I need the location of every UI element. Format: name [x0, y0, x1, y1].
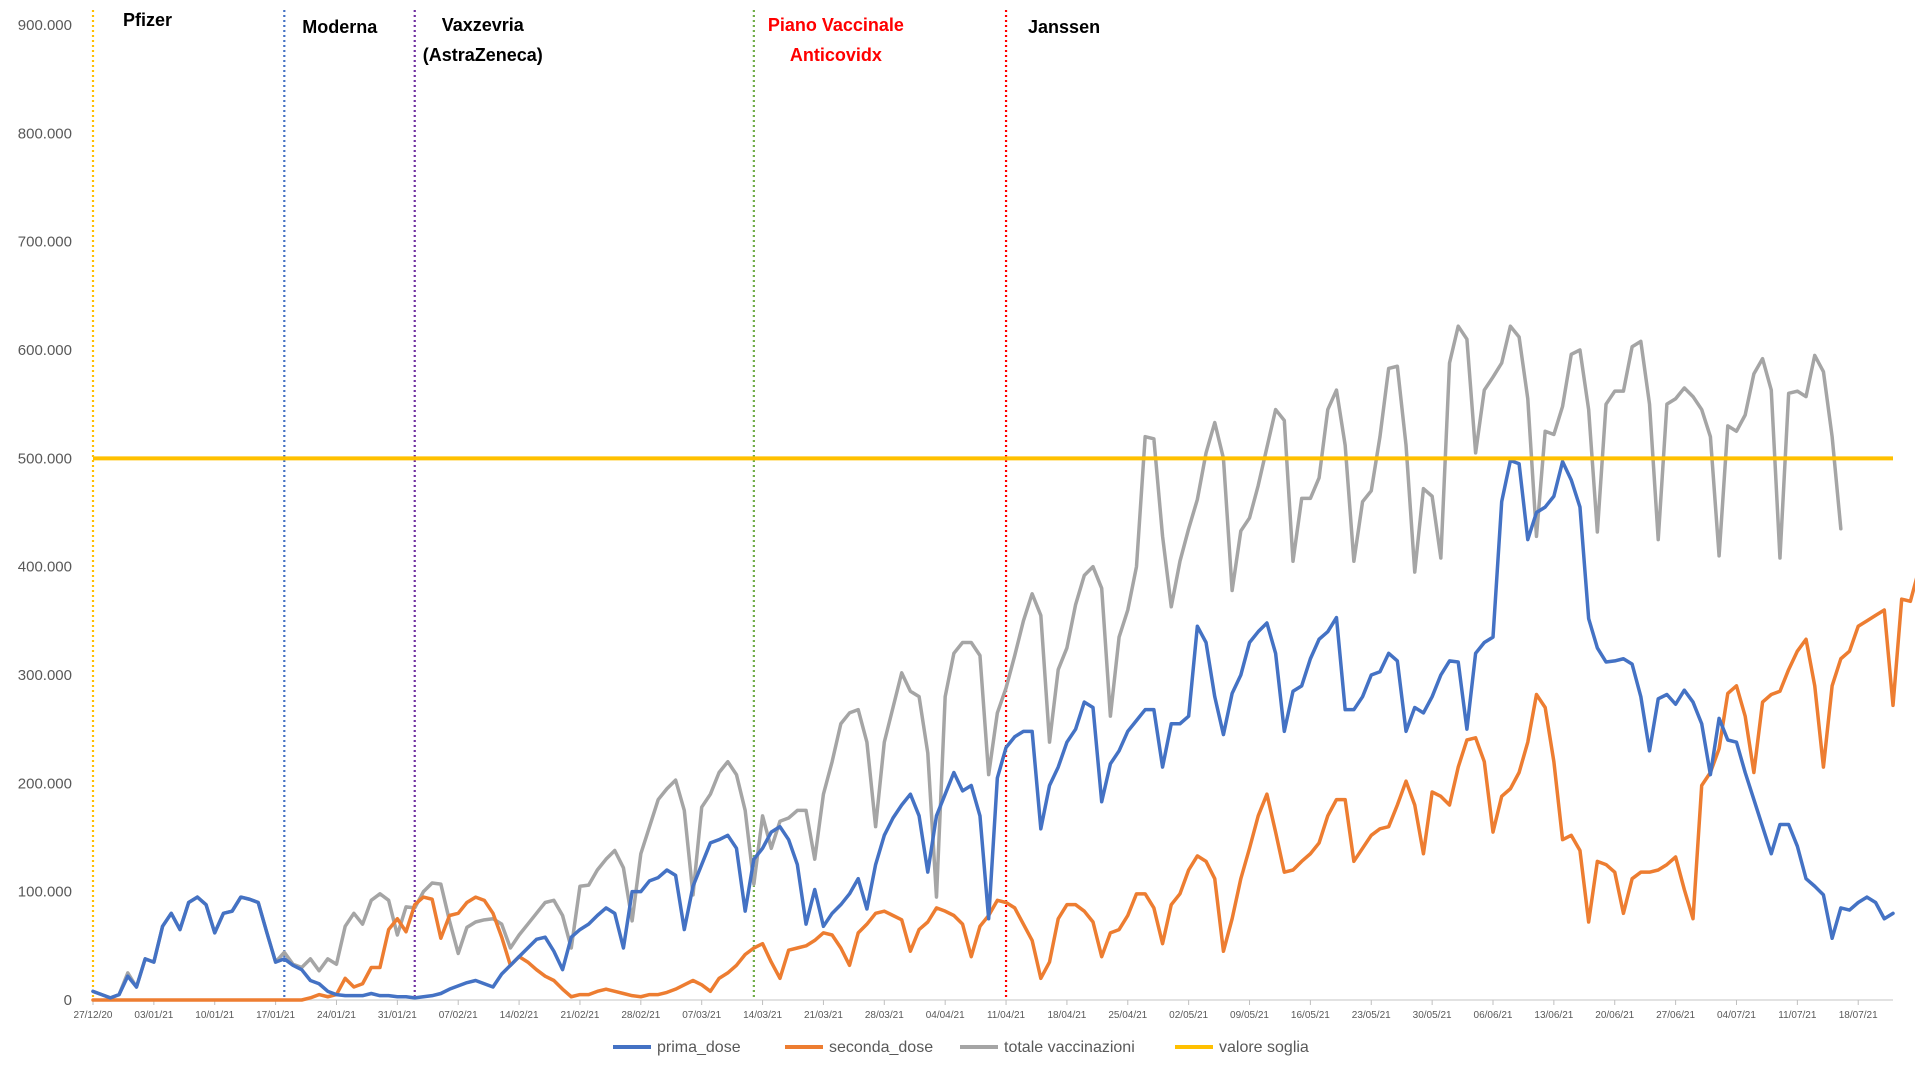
x-axis: 27/12/20 03/01/21 10/01/21 17/01/21 24/01/21…: [74, 1000, 1878, 1021]
x-tick-label: 10/01/21: [195, 1010, 234, 1021]
x-tick-label: 30/05/21: [1413, 1010, 1452, 1021]
x-tick-label: 31/01/21: [378, 1010, 417, 1021]
x-tick-label: 07/02/21: [439, 1010, 478, 1021]
legend-label: seconda_dose: [829, 1039, 933, 1056]
x-tick-label: 18/07/21: [1839, 1010, 1878, 1021]
x-tick-label: 23/05/21: [1352, 1010, 1391, 1021]
y-tick-label: 100.000: [18, 884, 72, 901]
event-label: Pfizer: [123, 10, 172, 30]
legend-label: valore soglia: [1219, 1039, 1309, 1056]
event-label: Moderna: [302, 17, 378, 37]
x-tick-label: 21/02/21: [560, 1010, 599, 1021]
x-tick-label: 04/04/21: [926, 1010, 965, 1021]
x-tick-label: 20/06/21: [1595, 1010, 1634, 1021]
x-tick-label: 07/03/21: [682, 1010, 721, 1021]
event-label: (AstraZeneca): [423, 45, 543, 65]
x-tick-label: 14/03/21: [743, 1010, 782, 1021]
x-tick-label: 09/05/21: [1230, 1010, 1269, 1021]
legend-label: totale vaccinazioni: [1004, 1039, 1135, 1056]
x-tick-label: 14/02/21: [500, 1010, 539, 1021]
y-tick-label: 600.000: [18, 342, 72, 359]
x-tick-label: 13/06/21: [1534, 1010, 1573, 1021]
y-tick-label: 0: [64, 992, 72, 1009]
event-label: Janssen: [1028, 17, 1100, 37]
vertical-markers: Pfizer Moderna Vaxzevria (AstraZeneca) Piano…: [91, 10, 1100, 1000]
x-tick-label: 24/01/21: [317, 1010, 356, 1021]
y-axis: 0 100.000 200.000 300.000 400.000 500.000 600.…: [18, 17, 1893, 1009]
y-tick-label: 400.000: [18, 559, 72, 576]
x-tick-label: 25/04/21: [1108, 1010, 1147, 1021]
series-line-totale-vaccinazioni: [91, 324, 1843, 1000]
x-tick-label: 11/04/21: [987, 1010, 1026, 1021]
x-tick-label: 02/05/21: [1169, 1010, 1208, 1021]
event-label: Vaxzevria: [442, 15, 525, 35]
series-lines: [91, 324, 1915, 1002]
x-tick-label: 27/12/20: [74, 1010, 113, 1021]
y-tick-label: 300.000: [18, 667, 72, 684]
x-tick-label: 28/02/21: [621, 1010, 660, 1021]
x-tick-label: 18/04/21: [1047, 1010, 1086, 1021]
x-tick-label: 06/06/21: [1474, 1010, 1513, 1021]
event-label: Piano Vaccinale: [768, 15, 904, 35]
series-line-prima-dose: [91, 458, 1895, 1000]
x-tick-label: 21/03/21: [804, 1010, 843, 1021]
series-line-seconda-dose: [91, 577, 1915, 1002]
event-label: Anticovidx: [790, 45, 882, 65]
y-tick-label: 200.000: [18, 775, 72, 792]
x-tick-label: 27/06/21: [1656, 1010, 1695, 1021]
x-tick-label: 11/07/21: [1778, 1010, 1817, 1021]
x-tick-label: 16/05/21: [1291, 1010, 1330, 1021]
y-tick-label: 500.000: [18, 450, 72, 467]
x-tick-label: 04/07/21: [1717, 1010, 1756, 1021]
x-tick-label: 28/03/21: [865, 1010, 904, 1021]
legend-label: prima_dose: [657, 1039, 741, 1056]
y-tick-label: 700.000: [18, 234, 72, 251]
y-tick-label: 900.000: [18, 17, 72, 34]
x-tick-label: 17/01/21: [256, 1010, 295, 1021]
x-tick-label: 03/01/21: [134, 1010, 173, 1021]
legend: prima_dose seconda_dose totale vaccinazion…: [613, 1039, 1309, 1056]
y-tick-label: 800.000: [18, 125, 72, 142]
